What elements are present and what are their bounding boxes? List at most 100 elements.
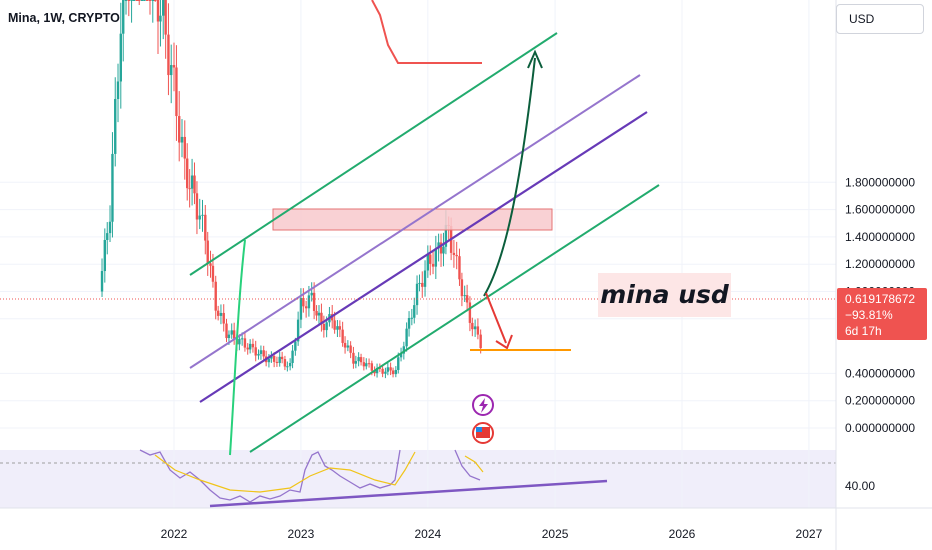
time-axis-tick: 2026 bbox=[669, 527, 696, 541]
candle-body bbox=[407, 318, 411, 329]
candle-body bbox=[465, 295, 469, 303]
us-flag-stripes bbox=[476, 427, 490, 438]
candle-body bbox=[190, 175, 194, 189]
candle-body bbox=[468, 302, 472, 323]
rsi-ma-line-right bbox=[464, 455, 484, 473]
channel-upper-line[interactable] bbox=[189, 32, 558, 276]
candle-body bbox=[114, 99, 117, 154]
candle-body bbox=[296, 319, 300, 342]
candle-body bbox=[154, 0, 157, 1]
candle-body bbox=[195, 193, 199, 220]
candle-body bbox=[325, 322, 328, 331]
candle-body bbox=[479, 334, 482, 349]
candle-body bbox=[315, 310, 318, 316]
candle-body bbox=[135, 0, 138, 1]
candle-body bbox=[399, 353, 403, 358]
currency-selector[interactable]: USD bbox=[836, 4, 924, 34]
candle-body bbox=[338, 326, 342, 330]
candle-body bbox=[130, 0, 133, 1]
candle-body bbox=[259, 350, 263, 354]
time-axis-tick: 2027 bbox=[796, 527, 823, 541]
candle-body bbox=[473, 326, 477, 330]
candle-body bbox=[476, 326, 480, 335]
us-flag-canton bbox=[476, 427, 482, 432]
rsi-pane-background bbox=[0, 450, 836, 508]
candle-body bbox=[143, 0, 146, 1]
candle-body bbox=[111, 153, 114, 222]
candle-body bbox=[122, 0, 125, 34]
candle-body bbox=[146, 0, 149, 1]
rsi-trendline[interactable] bbox=[209, 479, 608, 508]
lightning-glyph bbox=[479, 398, 488, 413]
candle-body bbox=[336, 326, 339, 330]
candle-body bbox=[333, 320, 336, 330]
candle-body bbox=[286, 366, 289, 368]
candle-body bbox=[251, 343, 255, 348]
price-axis-tick: 1.400000000 bbox=[845, 230, 915, 244]
bearish-arrow[interactable] bbox=[485, 292, 507, 344]
channel-inner-line[interactable] bbox=[199, 111, 648, 403]
candle-body bbox=[172, 65, 176, 68]
candle-body bbox=[362, 362, 366, 367]
last-price-badge bbox=[837, 288, 927, 340]
candle-body bbox=[100, 271, 104, 292]
candle-body bbox=[317, 312, 321, 316]
candle-body bbox=[384, 371, 387, 374]
bullish-arrow[interactable] bbox=[483, 57, 536, 297]
candle-body bbox=[257, 353, 260, 356]
candle-body bbox=[214, 281, 217, 311]
candle-body bbox=[238, 338, 241, 345]
candle-body bbox=[162, 0, 165, 16]
candle-body bbox=[262, 350, 265, 357]
candle-body bbox=[204, 214, 207, 241]
price-axis-tick: 1.200000000 bbox=[845, 257, 915, 271]
candle-body bbox=[127, 0, 130, 1]
candle-body bbox=[418, 282, 421, 284]
candle-body bbox=[280, 356, 284, 360]
red-reference-line bbox=[371, 0, 482, 64]
candle-body bbox=[444, 224, 448, 247]
candle-body bbox=[140, 0, 144, 1]
candle-body bbox=[159, 15, 162, 22]
price-axis-tick: 1.800000000 bbox=[845, 175, 915, 189]
candle-body bbox=[183, 136, 186, 159]
candle-body bbox=[397, 357, 400, 370]
candle-body bbox=[460, 279, 464, 297]
candle-body bbox=[439, 242, 443, 254]
time-axis[interactable]: 2022 2023 2024 2025 2026 2027 bbox=[161, 527, 823, 541]
candle-body bbox=[164, 0, 167, 35]
candle-body bbox=[402, 346, 406, 354]
candle-body bbox=[119, 33, 123, 82]
rsi-axis-tick: 40.00 bbox=[845, 479, 875, 493]
candle-body bbox=[291, 350, 294, 364]
candlesticks bbox=[100, 0, 482, 379]
candle-body bbox=[381, 368, 384, 374]
candle-body bbox=[343, 342, 347, 348]
candle-body bbox=[429, 254, 432, 264]
candle-body bbox=[232, 330, 236, 339]
channel-mid-line[interactable] bbox=[189, 74, 641, 369]
candle-body bbox=[219, 312, 223, 316]
candle-body bbox=[367, 363, 371, 365]
candle-body bbox=[201, 214, 204, 216]
bearish-arrow-head bbox=[495, 334, 513, 350]
candle-body bbox=[222, 312, 225, 324]
candle-body bbox=[227, 334, 231, 339]
candle-body bbox=[346, 345, 350, 348]
rsi-ma-line bbox=[154, 451, 416, 493]
candle-body bbox=[304, 306, 308, 309]
candle-body bbox=[389, 367, 392, 371]
candle-body bbox=[225, 323, 228, 339]
annotation-label[interactable]: mina usd bbox=[598, 273, 731, 317]
candle-body bbox=[349, 345, 352, 353]
candle-body bbox=[103, 239, 107, 272]
candle-body bbox=[216, 310, 220, 316]
channel-lower-line[interactable] bbox=[249, 184, 660, 453]
candle-body bbox=[138, 0, 141, 1]
candle-body bbox=[370, 363, 374, 371]
candle-body bbox=[206, 240, 209, 264]
candle-body bbox=[471, 322, 474, 330]
candle-body bbox=[341, 329, 344, 343]
candle-body bbox=[434, 248, 438, 267]
